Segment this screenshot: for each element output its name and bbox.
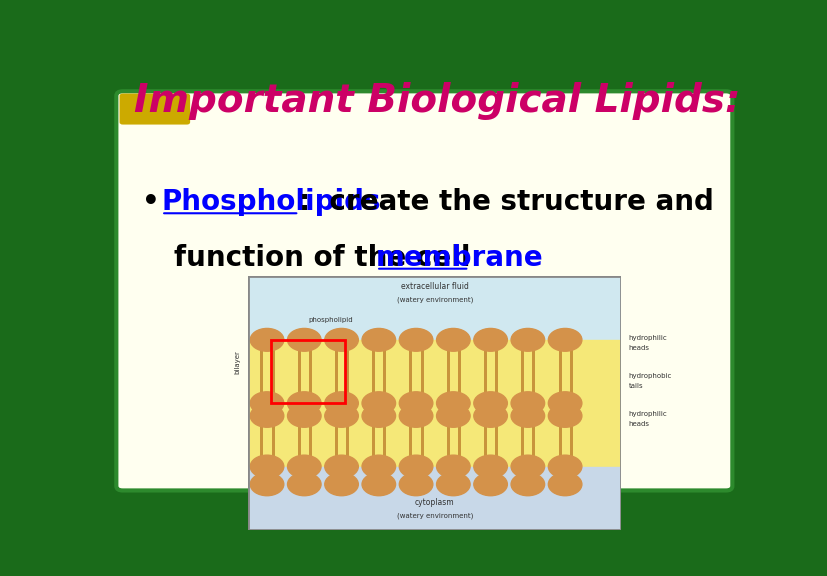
Text: •: • <box>142 188 170 216</box>
FancyBboxPatch shape <box>350 482 459 508</box>
Circle shape <box>436 392 470 415</box>
FancyBboxPatch shape <box>261 477 587 510</box>
Text: membrane: membrane <box>375 244 543 272</box>
Text: hydrophobic: hydrophobic <box>628 373 671 379</box>
Circle shape <box>287 455 321 478</box>
Circle shape <box>361 455 395 478</box>
Circle shape <box>287 404 321 427</box>
Circle shape <box>399 455 433 478</box>
Circle shape <box>287 392 321 415</box>
Text: :  create the structure and: : create the structure and <box>299 188 713 216</box>
Circle shape <box>547 392 581 415</box>
FancyBboxPatch shape <box>273 482 350 508</box>
Circle shape <box>399 404 433 427</box>
Circle shape <box>324 455 358 478</box>
Circle shape <box>399 473 433 496</box>
Circle shape <box>361 328 395 351</box>
Circle shape <box>436 473 470 496</box>
Text: (watery environment): (watery environment) <box>396 297 472 304</box>
Text: Phospholipids: Phospholipids <box>161 188 380 216</box>
Text: function of the cell: function of the cell <box>174 244 480 272</box>
Circle shape <box>547 404 581 427</box>
Text: heads: heads <box>628 421 648 427</box>
Circle shape <box>473 455 507 478</box>
Circle shape <box>436 455 470 478</box>
Circle shape <box>510 328 544 351</box>
Circle shape <box>473 392 507 415</box>
Text: extracellular fluid: extracellular fluid <box>400 282 468 291</box>
Circle shape <box>436 328 470 351</box>
Bar <box>248 340 620 467</box>
Circle shape <box>436 404 470 427</box>
Text: Important Biological Lipids:: Important Biological Lipids: <box>134 82 739 120</box>
Circle shape <box>324 473 358 496</box>
Circle shape <box>510 473 544 496</box>
Circle shape <box>250 404 284 427</box>
Circle shape <box>324 404 358 427</box>
Circle shape <box>287 328 321 351</box>
Text: cytoplasm: cytoplasm <box>414 498 454 506</box>
Text: phospholipid: phospholipid <box>308 317 352 323</box>
Text: tails: tails <box>628 383 643 389</box>
Text: Resources: Resources <box>364 488 445 502</box>
Text: hydrophilic: hydrophilic <box>628 411 667 417</box>
Text: (watery environment): (watery environment) <box>396 512 472 519</box>
Circle shape <box>250 455 284 478</box>
Bar <box>270 340 345 403</box>
Circle shape <box>399 328 433 351</box>
Circle shape <box>473 328 507 351</box>
Circle shape <box>324 392 358 415</box>
Circle shape <box>547 473 581 496</box>
Circle shape <box>510 404 544 427</box>
Circle shape <box>399 392 433 415</box>
Circle shape <box>473 473 507 496</box>
Text: heads: heads <box>628 345 648 351</box>
Circle shape <box>250 473 284 496</box>
Circle shape <box>547 455 581 478</box>
Circle shape <box>510 392 544 415</box>
Circle shape <box>510 455 544 478</box>
Circle shape <box>361 473 395 496</box>
Circle shape <box>473 404 507 427</box>
Text: Home: Home <box>289 488 334 502</box>
Text: bilayer: bilayer <box>234 350 240 374</box>
FancyBboxPatch shape <box>119 93 190 124</box>
Circle shape <box>361 404 395 427</box>
Text: hydrophilic: hydrophilic <box>628 335 667 341</box>
FancyBboxPatch shape <box>116 92 731 491</box>
Circle shape <box>361 392 395 415</box>
Circle shape <box>250 328 284 351</box>
Bar <box>248 467 620 530</box>
Circle shape <box>324 328 358 351</box>
Circle shape <box>287 473 321 496</box>
Circle shape <box>547 328 581 351</box>
Bar <box>248 276 620 340</box>
Circle shape <box>250 392 284 415</box>
